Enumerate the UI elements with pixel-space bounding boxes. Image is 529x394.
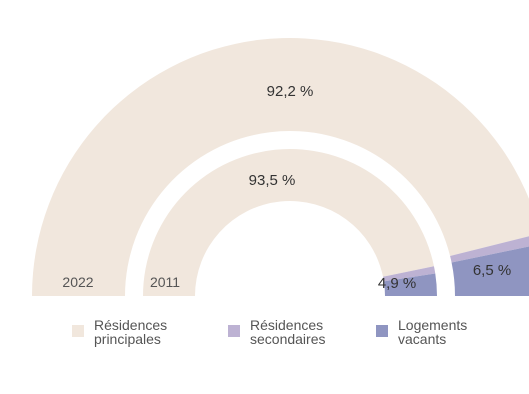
ring-year-label-2022: 2022 xyxy=(62,274,93,290)
legend-line: vacants xyxy=(398,331,447,347)
slice-label-2022-logements-vacants: 6,5 % xyxy=(473,262,511,279)
slice-2011-residences-principales xyxy=(143,149,434,296)
slice-2011-logements-vacants xyxy=(383,273,437,296)
legend-line: Résidences xyxy=(94,317,168,333)
legend-line: Résidences xyxy=(250,317,324,333)
ring-year-label-2011: 2011 xyxy=(150,274,180,290)
legend-line: secondaires xyxy=(250,331,326,347)
slice-label-2022-residences-principales: 92,2 % xyxy=(267,83,314,100)
chart-slice-labels: 92,2 % 6,5 % 93,5 % 4,9 % xyxy=(249,83,512,292)
slice-2011-residences-secondaires xyxy=(383,266,436,282)
slice-2022-residences-principales xyxy=(32,38,529,296)
slice-label-2011-logements-vacants: 4,9 % xyxy=(378,275,416,292)
legend-swatch-residences-secondaires xyxy=(228,325,240,337)
legend-swatch-logements-vacants xyxy=(376,325,388,337)
legend-line: principales xyxy=(94,331,161,347)
slice-2022-logements-vacants xyxy=(451,246,529,296)
legend-label-logements-vacants: Logements vacants xyxy=(398,318,498,346)
chart-legend: Résidences principales Résidences second… xyxy=(0,318,529,378)
legend-label-residences-principales: Résidences principales xyxy=(94,318,194,346)
legend-label-residences-secondaires: Résidences secondaires xyxy=(250,318,350,346)
legend-item-residences-principales: Résidences principales xyxy=(72,318,194,346)
legend-item-logements-vacants: Logements vacants xyxy=(376,318,498,346)
chart-slices xyxy=(32,38,529,296)
legend-item-residences-secondaires: Résidences secondaires xyxy=(228,318,350,346)
legend-swatch-residences-principales xyxy=(72,325,84,337)
slice-label-2011-residences-principales: 93,5 % xyxy=(249,172,296,189)
legend-line: Logements xyxy=(398,317,468,333)
slice-2022-residences-secondaires xyxy=(450,236,529,263)
